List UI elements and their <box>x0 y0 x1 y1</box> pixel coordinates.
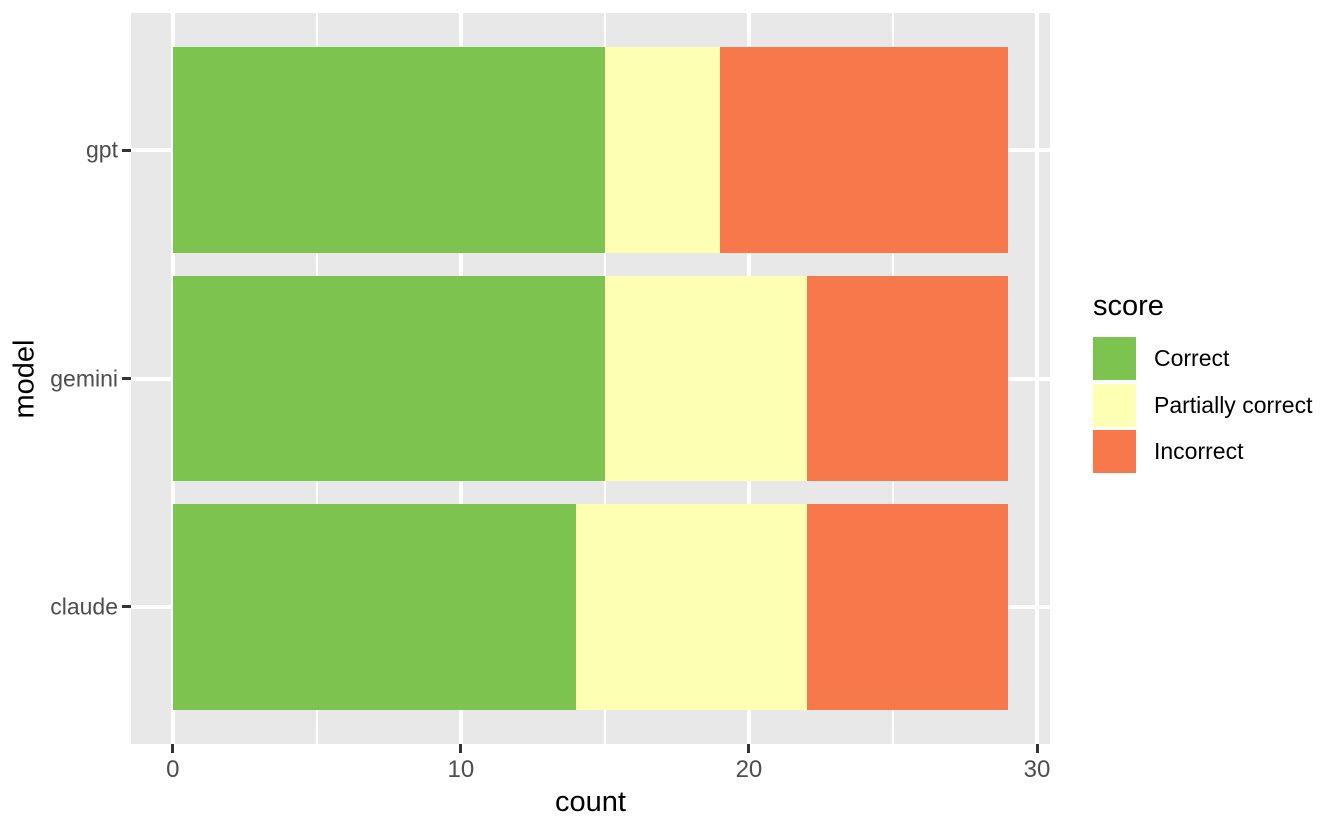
bar-segment-claude-incorrect <box>806 504 1009 710</box>
bar-segment-gpt-partially-correct <box>604 47 721 253</box>
x-tick-mark <box>459 744 463 753</box>
plot-panel <box>131 13 1050 744</box>
y-tick-mark <box>122 377 131 380</box>
x-tick-mark <box>747 744 751 753</box>
legend-swatch-icon <box>1093 383 1136 427</box>
x-tick-label: 30 <box>1023 756 1051 783</box>
bar-segment-gpt-correct <box>172 47 605 253</box>
bar-segment-gemini-correct <box>172 275 605 482</box>
y-axis-title: model <box>8 339 41 418</box>
y-category-label-gpt: gpt <box>86 136 118 163</box>
x-tick-label: 10 <box>447 756 475 783</box>
x-tick-mark <box>1035 744 1039 753</box>
y-category-label-claude: claude <box>50 593 118 620</box>
legend-title: score <box>1093 290 1164 322</box>
legend: score Correct Partially correct Incorrect <box>1093 290 1312 477</box>
legend-label: Correct <box>1154 345 1230 371</box>
legend-items: Correct Partially correct Incorrect <box>1093 337 1312 473</box>
legend-swatch-icon <box>1093 337 1136 380</box>
legend-swatch-icon <box>1093 430 1136 473</box>
x-tick-mark <box>171 744 175 753</box>
bar-segment-claude-correct <box>172 504 577 710</box>
y-tick-mark <box>122 605 131 609</box>
bar-segment-claude-partially-correct <box>576 504 807 710</box>
bar-segment-gpt-incorrect <box>720 47 1009 253</box>
x-axis-title: count <box>555 786 626 818</box>
bar-segment-gemini-partially-correct <box>604 275 807 482</box>
y-category-label-gemini: gemini <box>50 365 118 391</box>
legend-item-partially-correct: Partially correct <box>1093 383 1313 427</box>
legend-label: Partially correct <box>1154 391 1313 418</box>
x-tick-label: 0 <box>166 756 180 783</box>
bar-segment-gemini-incorrect <box>806 275 1009 482</box>
x-tick-label: 20 <box>735 756 763 783</box>
legend-label: Incorrect <box>1154 438 1244 464</box>
legend-item-correct: Correct <box>1093 337 1312 380</box>
legend-item-incorrect: Incorrect <box>1093 430 1312 473</box>
y-tick-mark <box>122 148 131 152</box>
